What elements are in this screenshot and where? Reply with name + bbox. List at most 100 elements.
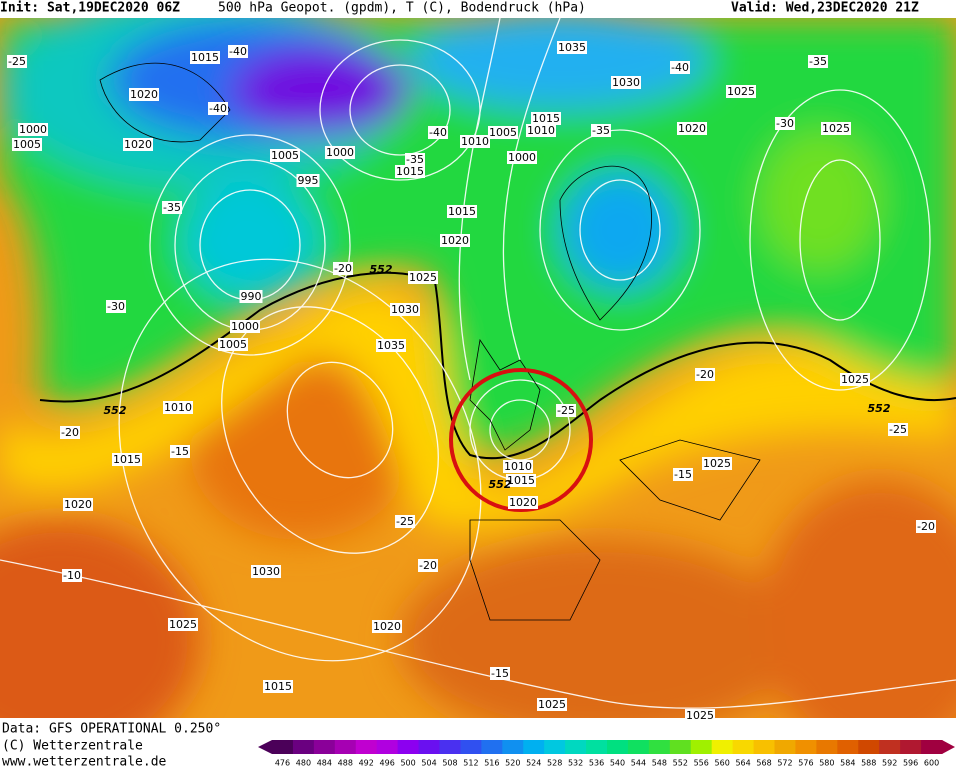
isobar-label-bg <box>821 122 851 135</box>
colorbar-swatch <box>774 740 796 754</box>
isobar-label: 1020 <box>124 138 152 151</box>
temperature-label-bg <box>775 117 795 130</box>
init-time: Init: Sat,19DEC2020 06Z <box>0 1 180 16</box>
colorbar-swatch <box>565 740 587 754</box>
isobar-label: 1020 <box>441 234 469 247</box>
isobar-label: 1020 <box>64 498 92 511</box>
isobar-label-bg <box>702 457 732 470</box>
isobar-label: 1035 <box>377 339 405 352</box>
isobar-label-bg <box>218 338 248 351</box>
temperature-label: -25 <box>396 515 414 528</box>
colorbar-label: 488 <box>338 759 353 768</box>
contour-label: 552 <box>489 478 512 491</box>
temperature-label: -20 <box>61 426 79 439</box>
colorbar-label: 584 <box>840 759 855 768</box>
isobar-label-bg <box>263 680 293 693</box>
isobar-label-bg <box>372 620 402 633</box>
isobar-label: 1005 <box>271 149 299 162</box>
colorbar-label: 600 <box>924 759 939 768</box>
colorbar-swatch <box>272 740 294 754</box>
colorbar-label: 496 <box>380 759 395 768</box>
colorbar-label: 508 <box>442 759 457 768</box>
isobar-label: 1015 <box>113 453 141 466</box>
temperature-label: -20 <box>419 559 437 572</box>
colorbar-swatch <box>753 740 775 754</box>
valid-time: Valid: Wed,23DEC2020 21Z <box>731 1 919 16</box>
isobar-label-bg <box>503 460 533 473</box>
colorbar-label: 548 <box>652 759 667 768</box>
isobar-label: 1030 <box>612 76 640 89</box>
isobar-label: 1015 <box>191 51 219 64</box>
colorbar-swatch <box>397 740 420 754</box>
temperature-label: -25 <box>8 55 26 68</box>
temperature-label-bg <box>106 300 126 313</box>
colorbar-label: 568 <box>756 759 771 768</box>
temperature-label: -10 <box>63 569 81 582</box>
contour-label: 552 <box>370 263 393 276</box>
colorbar-label: 596 <box>903 759 918 768</box>
isobar-label: 995 <box>298 174 319 187</box>
copyright: (C) Wetterzentrale <box>2 739 143 754</box>
colorbar-swatch <box>544 740 566 754</box>
isobar-label: 1010 <box>164 401 192 414</box>
isobar-label-bg <box>611 76 641 89</box>
colorbar-swatch <box>690 740 713 754</box>
colorbar-swatch <box>669 740 692 754</box>
isobar-label: 1025 <box>703 457 731 470</box>
isobar-label: 1025 <box>727 85 755 98</box>
colorbar-label: 492 <box>359 759 374 768</box>
isobar-label-bg <box>531 112 561 125</box>
colorbar-swatch <box>648 740 671 754</box>
colorbar-swatch <box>439 740 461 754</box>
isobar-label-bg <box>508 496 538 509</box>
isobar-label-bg <box>63 498 93 511</box>
temperature-label: -35 <box>592 124 610 137</box>
colorbar-label: 576 <box>798 759 813 768</box>
isobar-label-bg <box>251 565 281 578</box>
colorbar-label: 504 <box>421 759 436 768</box>
colorbar-swatch <box>418 740 440 754</box>
colorbar-label: 560 <box>715 759 730 768</box>
colorbar-label: 520 <box>505 759 520 768</box>
isobar-label: 1010 <box>504 460 532 473</box>
colorbar-swatch <box>921 740 943 754</box>
isobar-label: 1025 <box>822 122 850 135</box>
colorbar-label: 516 <box>484 759 499 768</box>
temperature-label-bg <box>395 515 415 528</box>
isobar-label-bg <box>408 271 438 284</box>
temperature-label: -15 <box>171 445 189 458</box>
temperature-label-bg <box>695 368 715 381</box>
isobar-label-bg <box>507 151 537 164</box>
isobar-label: 1025 <box>169 618 197 631</box>
colorbar-label: 480 <box>296 759 311 768</box>
temperature-label-bg <box>808 55 828 68</box>
isobar-label: 1000 <box>19 123 47 136</box>
colorbar-label: 528 <box>547 759 562 768</box>
isobar-label: 1020 <box>509 496 537 509</box>
colorbar-label: 544 <box>631 759 646 768</box>
temperature-label: -40 <box>209 102 227 115</box>
colorbar-swatch <box>795 740 817 754</box>
colorbar-swatch <box>900 740 922 754</box>
colorbar-swatch <box>460 740 482 754</box>
temperature-label-bg <box>670 61 690 74</box>
colorbar-swatch <box>334 740 357 754</box>
isobar-label: 1015 <box>264 680 292 693</box>
colorbar-label: 536 <box>589 759 604 768</box>
isobar-label-bg <box>230 320 260 333</box>
highlight-circle <box>449 368 593 512</box>
temperature-label: -40 <box>671 61 689 74</box>
isobar-label-bg <box>270 149 300 162</box>
isobar-label-bg <box>18 123 48 136</box>
temperature-label-bg <box>60 426 80 439</box>
temperature-label-bg <box>170 445 190 458</box>
temperature-label: -20 <box>334 262 352 275</box>
colorbar-label: 564 <box>735 759 750 768</box>
isobar-label: 1015 <box>507 474 535 487</box>
colorbar-label: 588 <box>861 759 876 768</box>
colorbar-label: 540 <box>610 759 625 768</box>
temperature-label: -25 <box>557 404 575 417</box>
isobar-label-bg <box>123 138 153 151</box>
